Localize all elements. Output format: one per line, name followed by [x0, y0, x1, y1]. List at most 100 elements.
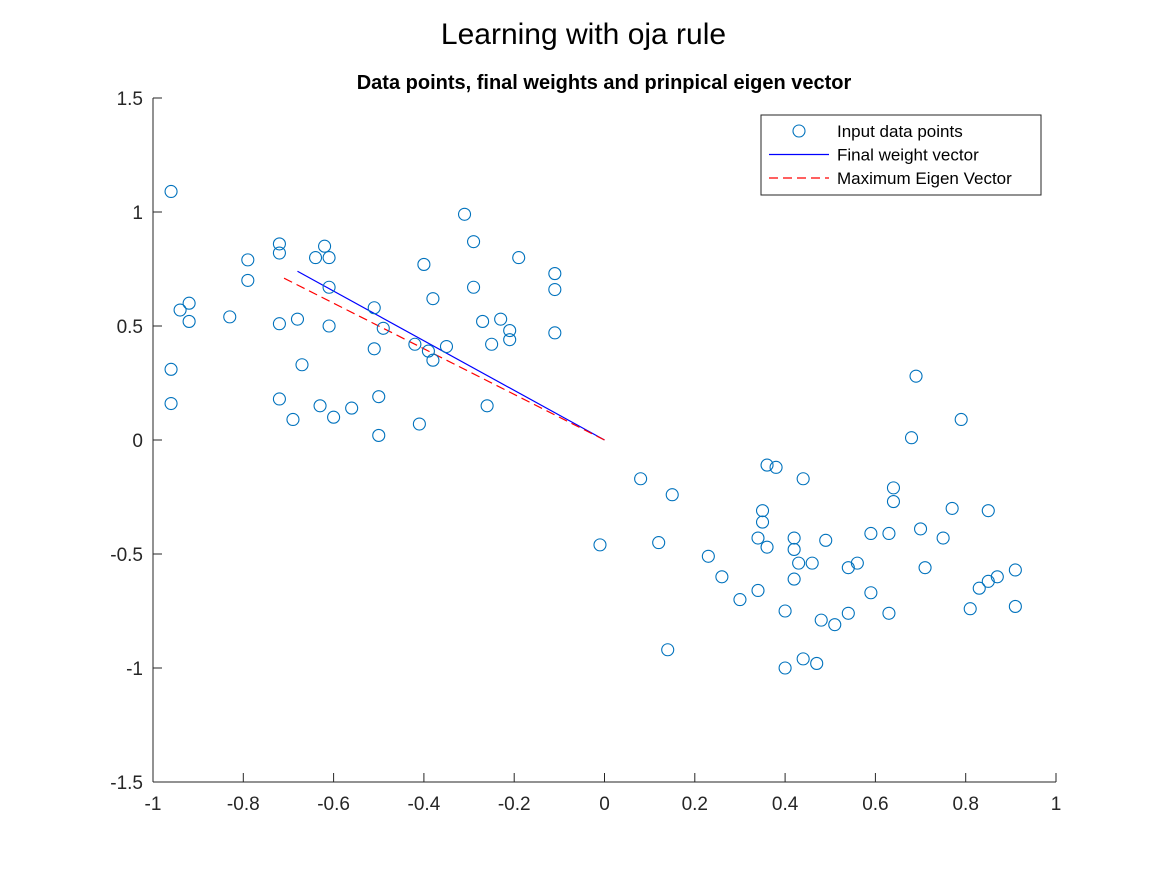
- data-point: [164, 396, 178, 411]
- y-tick-label: 1.5: [117, 89, 143, 110]
- data-point: [593, 538, 607, 552]
- data-point: [322, 251, 336, 265]
- data-point: [503, 324, 517, 338]
- data-point: [819, 533, 833, 547]
- data-point: [904, 431, 919, 445]
- x-tick-label: 0.6: [862, 794, 888, 815]
- data-point: [882, 606, 896, 620]
- data-point: [272, 392, 286, 406]
- vector-lines: [283, 270, 605, 441]
- data-point: [886, 495, 901, 509]
- x-tick-label: -0.4: [408, 794, 441, 815]
- x-tick-label: 0.4: [772, 794, 799, 815]
- data-point: [272, 246, 286, 260]
- data-point: [412, 417, 426, 431]
- data-point: [787, 572, 801, 586]
- data-point: [322, 319, 336, 333]
- x-axis-ticks: -1 -0.8 -0.6 -0.4 -0.2 0 0.2 0.4 0.6 0.8 1: [145, 773, 1062, 815]
- y-tick-label: -0.5: [110, 545, 143, 566]
- data-point: [864, 586, 878, 600]
- x-tick-label: -0.2: [498, 794, 531, 815]
- data-point: [308, 251, 323, 265]
- data-point: [787, 531, 801, 545]
- x-tick-label: 0.2: [682, 794, 708, 815]
- data-point: [223, 310, 237, 324]
- data-point: [173, 303, 187, 317]
- data-point: [290, 312, 305, 326]
- data-point: [548, 267, 562, 281]
- data-point: [241, 273, 255, 287]
- data-point: [918, 561, 932, 575]
- data-points: [164, 184, 1022, 675]
- data-point: [963, 602, 977, 616]
- data-point: [426, 292, 440, 306]
- x-tick-label: 1: [1051, 794, 1062, 815]
- data-point: [182, 296, 196, 310]
- weight-vector-line: [297, 270, 605, 441]
- data-point: [769, 460, 783, 474]
- data-point: [805, 556, 819, 570]
- data-point: [850, 556, 864, 570]
- data-point: [1008, 563, 1022, 577]
- data-point: [182, 314, 196, 328]
- data-point: [787, 542, 801, 556]
- data-point: [913, 522, 928, 536]
- data-point: [814, 613, 828, 627]
- data-point: [778, 604, 792, 618]
- data-point: [286, 412, 300, 427]
- legend: Input data points Final weight vector Maxi…: [760, 114, 1042, 196]
- data-point: [665, 488, 679, 502]
- data-point: [796, 472, 810, 486]
- data-point: [828, 618, 842, 632]
- y-axis-ticks: -1.5 -1 -0.5 0 0.5 1 1.5: [110, 89, 162, 794]
- data-point: [778, 661, 792, 675]
- y-tick-label: 1: [132, 203, 143, 224]
- data-point: [792, 556, 806, 570]
- data-point: [467, 280, 481, 294]
- x-tick-label: 0: [599, 794, 610, 815]
- data-point: [990, 570, 1004, 584]
- data-point: [755, 504, 770, 518]
- data-point: [909, 369, 923, 383]
- data-point: [755, 515, 770, 529]
- y-tick-label: -1.5: [110, 773, 143, 794]
- data-point: [661, 643, 675, 657]
- data-point: [408, 337, 422, 351]
- data-point: [480, 399, 494, 413]
- data-point: [372, 428, 386, 442]
- data-point: [981, 574, 995, 588]
- data-point: [345, 401, 359, 415]
- data-point: [548, 326, 562, 340]
- data-point: [439, 339, 454, 354]
- data-point: [760, 540, 774, 554]
- data-point: [1008, 599, 1022, 613]
- data-point: [467, 235, 481, 249]
- data-point: [164, 184, 178, 199]
- data-point: [715, 570, 729, 584]
- data-point: [313, 399, 327, 413]
- data-point: [318, 239, 332, 253]
- data-point: [367, 301, 381, 315]
- data-point: [426, 353, 440, 367]
- data-point: [494, 312, 508, 326]
- legend-label: Maximum Eigen Vector: [837, 169, 1012, 188]
- data-point: [796, 652, 810, 666]
- data-point: [327, 410, 341, 424]
- data-point: [376, 321, 390, 335]
- data-point: [372, 390, 386, 404]
- data-point: [417, 257, 431, 271]
- data-point: [457, 207, 472, 221]
- data-point: [945, 501, 959, 515]
- data-point: [652, 536, 666, 550]
- data-point: [485, 337, 499, 351]
- figure-title: Learning with oja rule: [440, 18, 727, 51]
- x-tick-label: -1: [145, 794, 162, 815]
- data-point: [164, 362, 178, 376]
- data-point: [733, 593, 747, 607]
- data-point: [810, 656, 824, 670]
- legend-marker-points: [792, 124, 806, 138]
- data-point: [241, 253, 255, 267]
- data-point: [701, 549, 715, 563]
- y-tick-label: -1: [126, 659, 143, 680]
